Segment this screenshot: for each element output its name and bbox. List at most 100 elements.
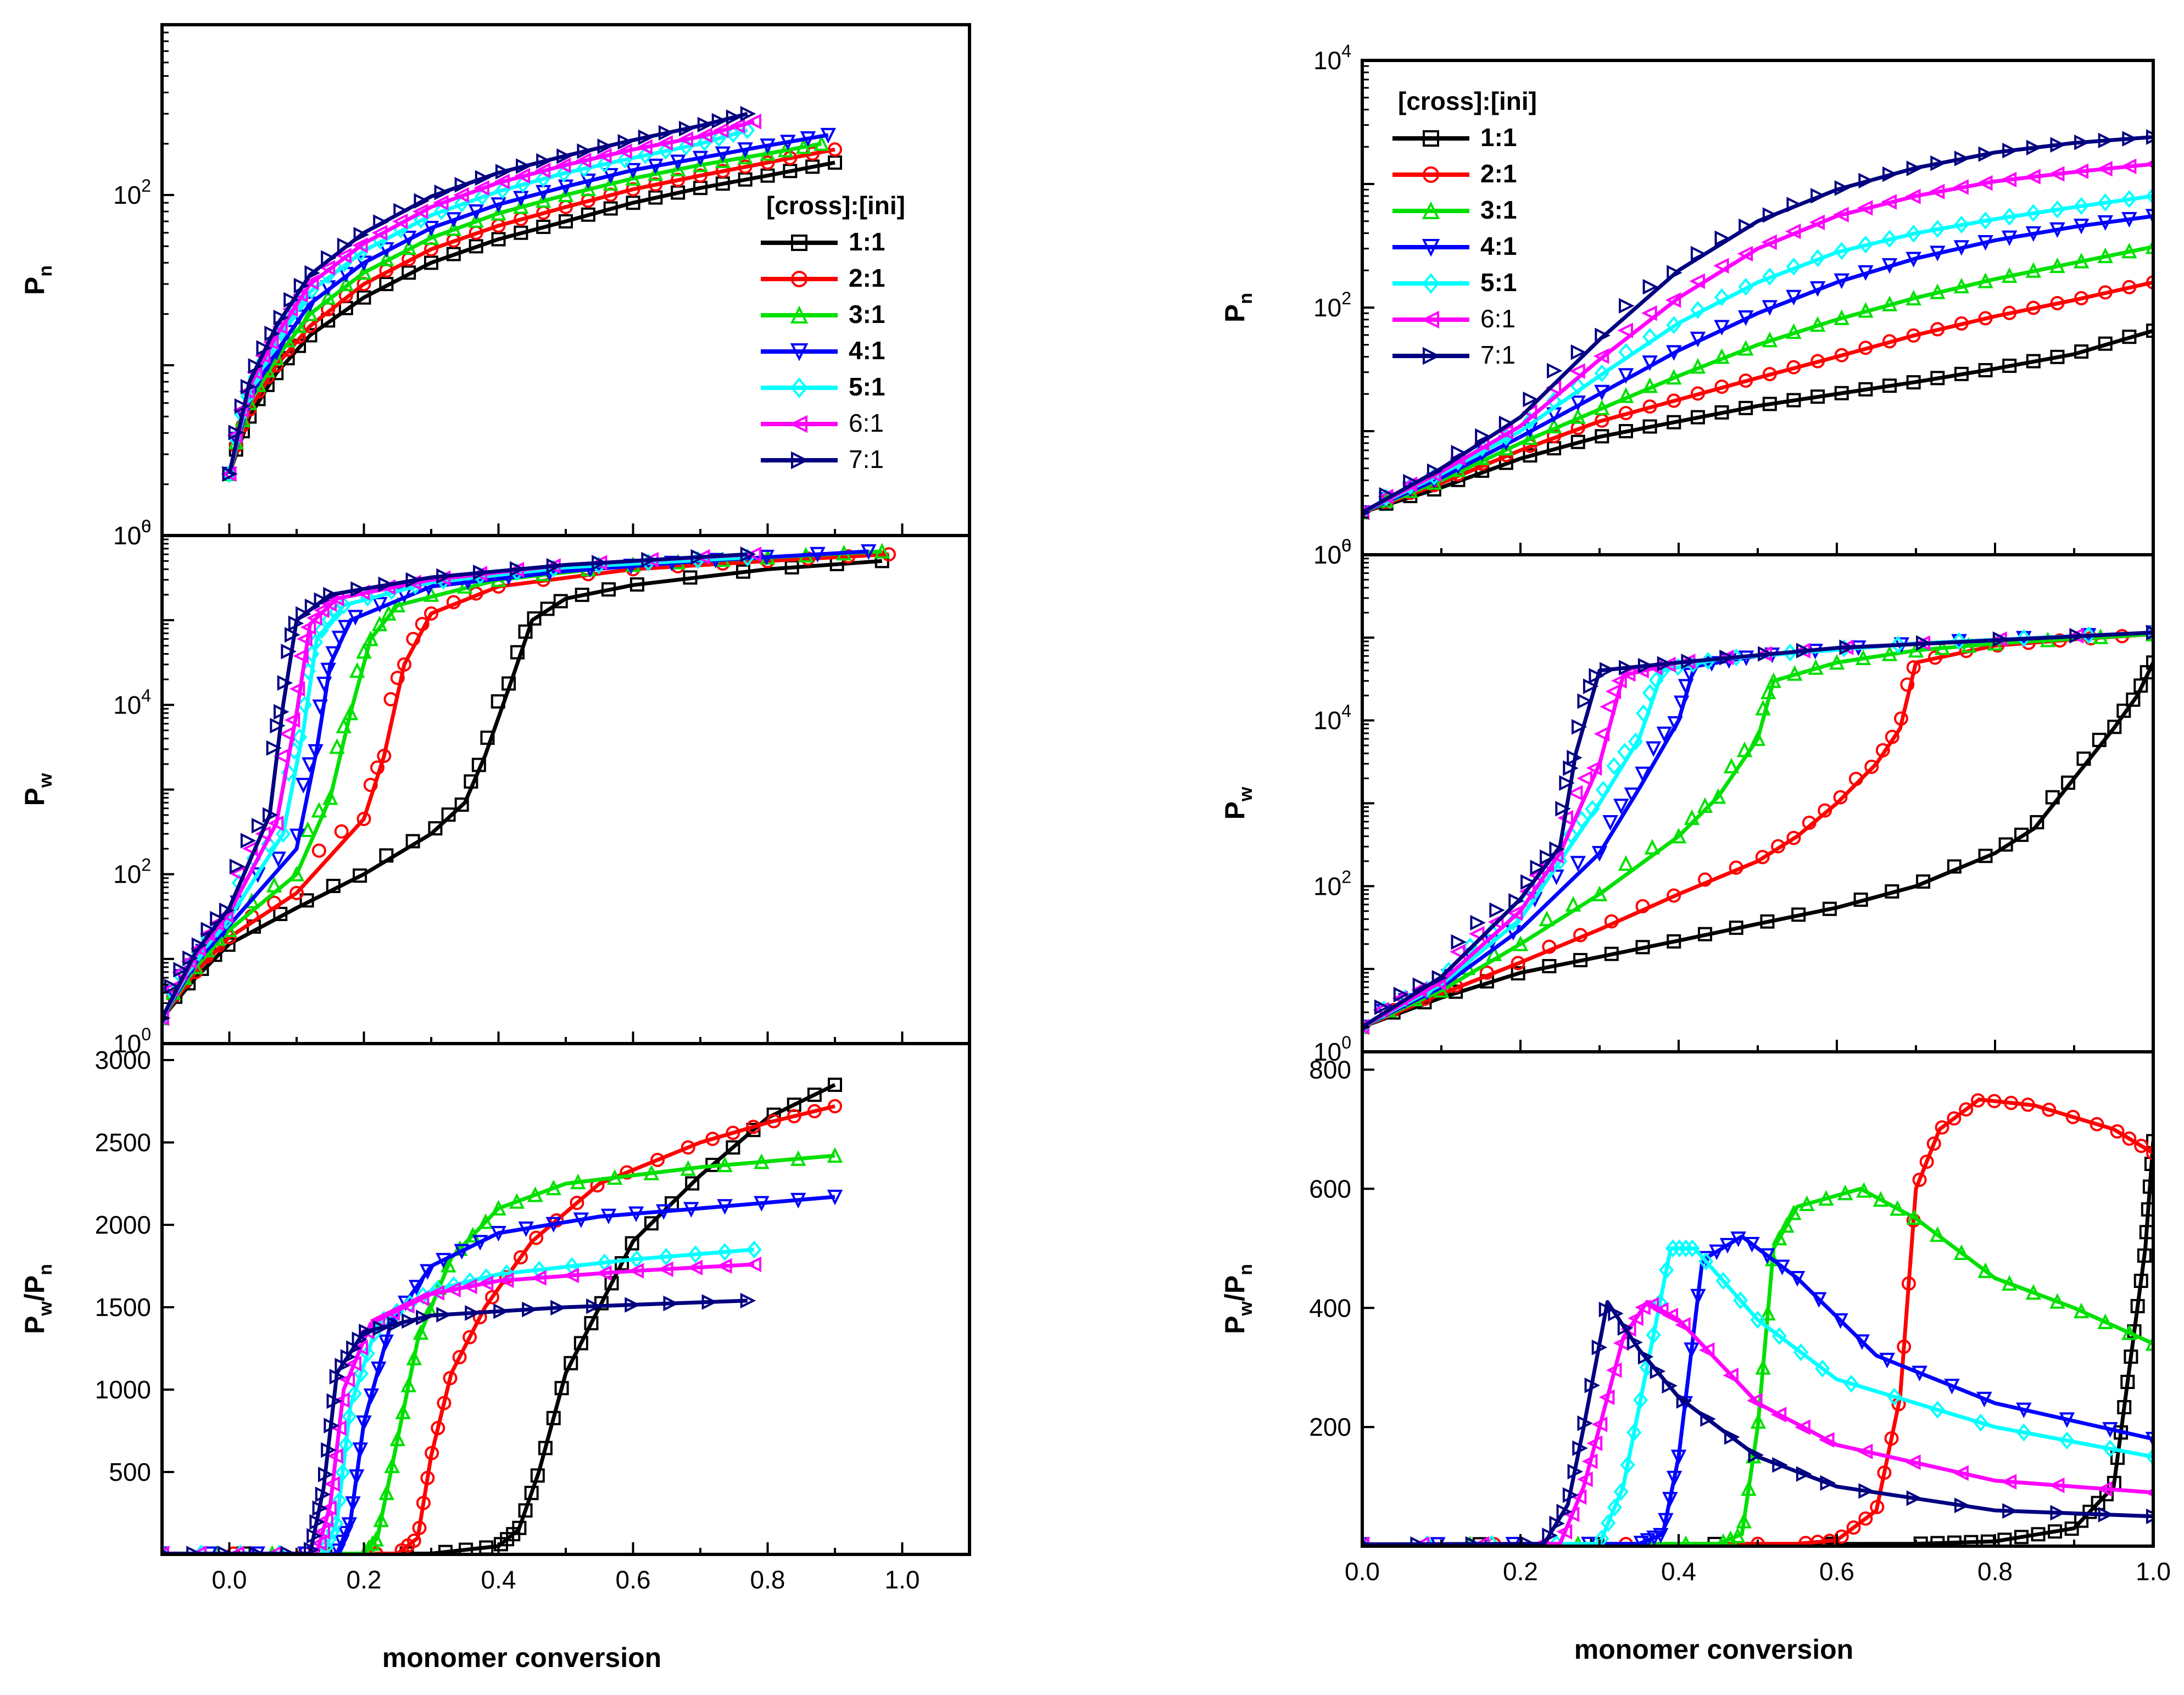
series-marker-2-1 [1971, 1093, 1986, 1108]
series-marker-7-1 [240, 378, 257, 395]
series-marker-3-1 [2073, 253, 2090, 269]
series-marker-2-1 [1619, 406, 1633, 421]
series-marker-4-1 [1912, 1365, 1927, 1382]
series-marker-3-1 [381, 605, 397, 621]
series-marker-4-1 [1906, 252, 1921, 268]
legend-entry-label: 3:1 [1480, 196, 1517, 224]
series-marker-2-1 [738, 159, 753, 174]
series-marker-1-1 [1667, 934, 1681, 949]
series-marker-3-1 [1570, 408, 1586, 424]
series-marker-1-1 [1690, 410, 1705, 425]
series-marker-1-1 [1791, 907, 1806, 922]
series-marker-3-1 [371, 615, 388, 632]
series-marker-1-1 [1619, 424, 1633, 438]
series-line-5-1 [1362, 194, 2153, 515]
series-marker-1-1 [299, 893, 314, 908]
series-marker-4-1 [1635, 766, 1651, 783]
series-marker-3-1 [670, 160, 686, 177]
series-marker-7-1 [1608, 1306, 1624, 1322]
series-marker-4-1 [1879, 1352, 1895, 1369]
series-marker-7-1 [414, 193, 430, 209]
series-marker-1-1 [2133, 1273, 2148, 1288]
series-marker-7-1 [312, 1500, 328, 1516]
series-marker-6-1 [2072, 163, 2089, 180]
series-marker-5-1 [2102, 1440, 2118, 1458]
x-tick-label: 0.0 [212, 1565, 247, 1594]
series-marker-2-1 [1833, 790, 1848, 805]
series-marker-3-1 [513, 198, 529, 214]
series-marker-1-1 [2137, 1248, 2152, 1263]
series-marker-7-1 [353, 227, 370, 243]
series-marker-6-1 [311, 1535, 327, 1551]
series-marker-3-1 [874, 543, 890, 559]
series-marker-1-1 [2116, 704, 2131, 718]
series-marker-3-1 [795, 138, 812, 154]
series-marker-2-1 [463, 1330, 477, 1345]
series-marker-5-1 [353, 1364, 369, 1383]
series-marker-7-1 [288, 615, 304, 632]
series-marker-1-1 [405, 834, 420, 849]
series-marker-4-1 [861, 544, 877, 560]
series-marker-6-1 [2097, 1481, 2113, 1497]
series-marker-3-1 [423, 586, 439, 602]
series-marker-7-1 [182, 950, 198, 966]
series-marker-3-1 [1594, 399, 1610, 415]
series-marker-6-1 [1643, 1297, 1659, 1313]
series-marker-3-1 [777, 141, 794, 158]
series-marker-1-1 [584, 1316, 599, 1331]
series-marker-5-1 [1973, 1413, 1988, 1432]
series-marker-1-1 [2117, 1400, 2132, 1414]
series-marker-7-1 [1431, 970, 1448, 986]
series-marker-6-1 [331, 1420, 347, 1436]
series-marker-1-1 [2031, 1527, 2046, 1542]
series-marker-1-1 [1810, 389, 1825, 404]
series-marker-4-1 [2102, 1422, 2118, 1438]
legend: [cross]:[ini] 1:1 2:1 3:1 4:1 5:1 6:1 7:1 [1392, 87, 1537, 369]
series-marker-1-1 [1667, 415, 1681, 430]
series-marker-1-1 [603, 201, 618, 216]
series-marker-3-1 [378, 1484, 394, 1501]
series-marker-3-1 [395, 1403, 411, 1419]
series-marker-1-1 [629, 577, 644, 592]
series-marker-4-1 [1633, 1536, 1650, 1546]
series-marker-4-1 [737, 142, 753, 158]
series-marker-7-1 [1627, 1334, 1643, 1351]
series-marker-2-1 [1900, 677, 1915, 692]
series-marker-7-1 [1393, 986, 1409, 1003]
series-marker-1-1 [502, 676, 516, 691]
series-marker-2-1 [1901, 1276, 1916, 1291]
series-group [162, 1078, 843, 1554]
legend-entry-label: 5:1 [1480, 268, 1517, 297]
series-marker-3-1 [389, 1430, 405, 1446]
series-marker-2-1 [437, 1396, 452, 1410]
series-marker-5-1 [1977, 211, 1993, 230]
panel-left-pn: 100 102 Pn [cross]:[ini] 1:1 2:1 3:1 4:1 5:1 6:1 7… [19, 23, 971, 550]
series-marker-4-1 [692, 150, 709, 167]
series-marker-1-1 [540, 601, 555, 616]
series-marker-7-1 [1930, 155, 1946, 171]
series-marker-7-1 [264, 325, 280, 342]
legend-title: [cross]:[ini] [1398, 87, 1537, 115]
series-marker-7-1 [324, 1418, 339, 1434]
series-marker-1-1 [441, 807, 456, 822]
series-marker-4-1 [683, 1202, 699, 1218]
series-marker-7-1 [1820, 1475, 1836, 1491]
series-marker-4-1 [790, 1192, 806, 1209]
series-marker-6-1 [713, 122, 729, 138]
series-marker-5-1 [1954, 215, 1969, 234]
series-marker-7-1 [1858, 172, 1874, 189]
series-marker-2-1 [2110, 1124, 2125, 1139]
series-marker-1-1 [1906, 375, 1921, 390]
series-marker-2-1 [2050, 295, 2065, 310]
series-marker-2-1 [1882, 334, 1897, 349]
legend-entry-label: 4:1 [1480, 232, 1517, 260]
series-marker-1-1 [2146, 1134, 2153, 1148]
series-marker-1-1 [2014, 1530, 2029, 1545]
series-marker-3-1 [1855, 649, 1871, 666]
series-marker-7-1 [2002, 1503, 2018, 1519]
series-marker-7-1 [1530, 860, 1546, 876]
x-tick-label: 0.4 [481, 1565, 516, 1594]
series-marker-2-1 [383, 692, 398, 707]
y-tick-label: 102 [1313, 288, 1351, 322]
series-marker-2-1 [1739, 373, 1753, 388]
